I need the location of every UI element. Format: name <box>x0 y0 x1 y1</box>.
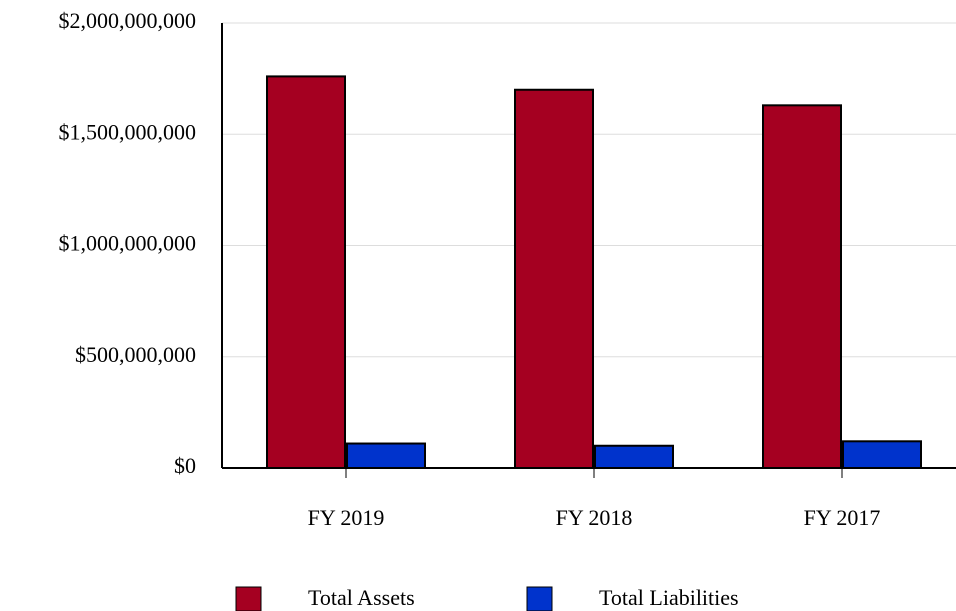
y-tick-label: $1,000,000,000 <box>59 231 197 256</box>
bar <box>514 88 594 469</box>
legend-label: Total Liabilities <box>599 585 739 610</box>
y-tick-label: $2,000,000,000 <box>59 8 197 33</box>
y-tick-label: $0 <box>174 453 196 478</box>
bar <box>266 75 346 470</box>
legend-swatch <box>526 586 553 611</box>
x-tick-label: FY 2017 <box>804 505 881 530</box>
bar <box>762 104 842 469</box>
legend-swatch <box>235 586 262 611</box>
bar <box>346 442 426 469</box>
bar <box>594 444 674 469</box>
bar <box>842 440 922 469</box>
x-tick-label: FY 2019 <box>308 505 385 530</box>
x-tick-label: FY 2018 <box>556 505 633 530</box>
legend-label: Total Assets <box>308 585 415 610</box>
y-tick-label: $1,500,000,000 <box>59 119 197 144</box>
y-tick-label: $500,000,000 <box>75 342 196 367</box>
